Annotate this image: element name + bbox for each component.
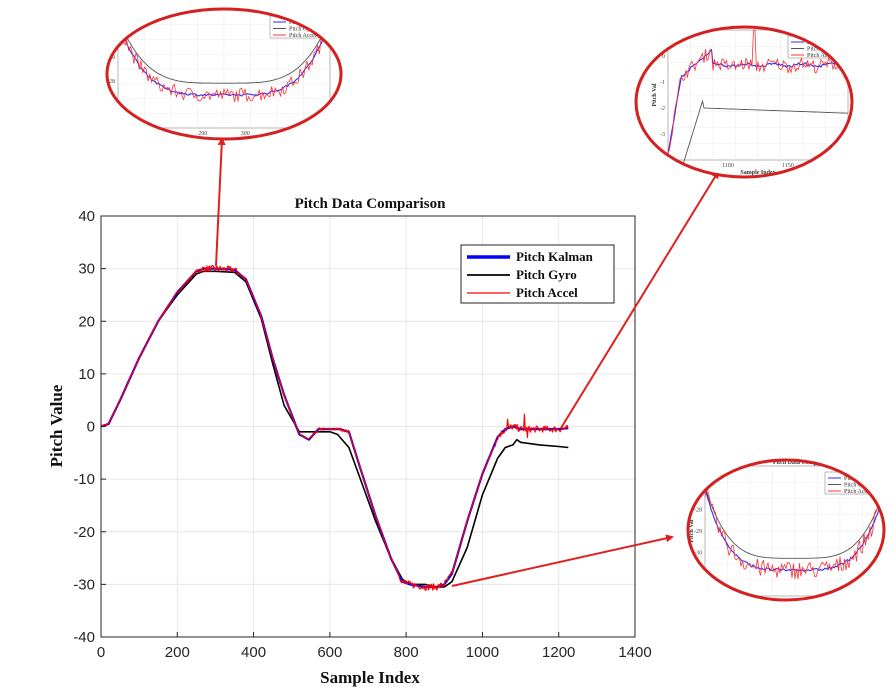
x-tick-label: 1000 xyxy=(466,644,499,661)
inset-y-tick-label: -30 xyxy=(694,551,702,557)
inset-legend-label: Pitch Accel xyxy=(807,53,835,59)
inset-y-tick-label: -27 xyxy=(694,486,702,492)
chart-title: Pitch Data Comparison xyxy=(295,196,446,212)
inset-border xyxy=(686,458,886,602)
inset-y-tick-label: -3 xyxy=(660,132,665,138)
x-tick-label: 200 xyxy=(165,644,190,661)
inset-x-tick-label: 320 xyxy=(283,131,292,137)
inset-border xyxy=(634,25,854,179)
zoom-arrows xyxy=(215,137,720,587)
y-tick-label: -10 xyxy=(73,471,95,488)
x-tick-label: 1200 xyxy=(542,644,575,661)
inset-y-tick-label: 30 xyxy=(109,32,115,38)
y-tick-label: 10 xyxy=(78,366,95,383)
inset-title: Pitch Data Comp xyxy=(773,460,818,466)
inset-border xyxy=(105,7,343,141)
axis-ticks: 0 200 400 600 800 1000 1200 1400 -40 -30 -20 -10 0 10… xyxy=(73,208,651,661)
inset-legend-label: Pitch Accel xyxy=(289,33,317,39)
inset-x-label: Sample Index xyxy=(777,606,812,612)
inset-gyro-line xyxy=(668,99,849,177)
inset-legend-label: Pitch Gyro xyxy=(844,483,870,489)
inset-y-tick-label: -29 xyxy=(694,529,702,535)
x-tick-label: 1400 xyxy=(618,644,651,661)
legend-label-pitch-accel: Pitch Accel xyxy=(516,285,578,300)
x-axis-label: Sample Index xyxy=(320,668,420,687)
x-tick-label: 600 xyxy=(317,644,342,661)
inset-kalman-line xyxy=(704,489,884,572)
inset-y-label: Pitch Val xyxy=(652,83,658,107)
pitch-accel-line xyxy=(101,264,569,591)
arrow-to-trough-inset xyxy=(451,534,674,587)
inset-y-tick-label: -1 xyxy=(660,80,665,86)
inset-x-tick-label: 290 xyxy=(198,131,207,137)
zoom-inset-trough: Pitch Data Comp Sample Index Pitch Val 800 8… xyxy=(686,458,886,612)
inset-legend-label: Pitch Accel xyxy=(844,489,872,495)
inset-x-tick-label: 860 xyxy=(821,599,830,605)
y-tick-label: 30 xyxy=(78,261,95,278)
series-lines xyxy=(101,264,569,591)
inset-legend-label: Pitch Gyro xyxy=(289,27,315,33)
y-tick-label: 0 xyxy=(87,419,95,436)
inset-y-tick-label: 28 xyxy=(109,79,115,85)
inset-y-tick-label: 27 xyxy=(109,102,115,108)
y-tick-label: -30 xyxy=(73,576,95,593)
inset-y-label: Pitch Val xyxy=(689,519,695,543)
y-tick-label: -40 xyxy=(73,629,95,646)
inset-x-tick-label: 880 xyxy=(851,599,860,605)
inset-accel-line xyxy=(704,487,884,579)
y-tick-label: 40 xyxy=(78,208,95,225)
pitch-kalman-line xyxy=(101,267,569,589)
chart-legend: Pitch Kalman Pitch Gyro Pitch Accel xyxy=(460,244,615,304)
inset-accel-line xyxy=(667,29,849,154)
pitch-gyro-line xyxy=(101,270,569,588)
x-tick-label: 0 xyxy=(97,644,105,661)
inset-accel-line xyxy=(117,14,331,103)
inset-x-tick-label: 280 xyxy=(156,131,165,137)
y-tick-label: 20 xyxy=(78,313,95,330)
arrow-to-peak-inset xyxy=(215,137,226,267)
inset-y-tick-label: -31 xyxy=(694,572,702,578)
inset-x-tick-label: 1100 xyxy=(722,163,734,169)
legend-label-pitch-gyro: Pitch Gyro xyxy=(516,267,577,282)
y-tick-label: -20 xyxy=(73,524,95,541)
inset-kalman-line xyxy=(117,20,331,97)
inset-y-tick-label: 0 xyxy=(662,54,665,60)
x-tick-label: 400 xyxy=(241,644,266,661)
inset-x-label: Sample Index xyxy=(740,170,775,176)
inset-gyro-line xyxy=(117,18,331,84)
inset-y-tick-label: -2 xyxy=(660,106,665,112)
legend-label-pitch-kalman: Pitch Kalman xyxy=(516,249,594,264)
inset-y-tick-label: -28 xyxy=(694,507,702,513)
inset-x-tick-label: 800 xyxy=(731,599,740,605)
inset-x-tick-label: 300 xyxy=(241,131,250,137)
y-axis-label: Pitch Value xyxy=(47,384,66,467)
x-tick-label: 800 xyxy=(394,644,419,661)
inset-x-tick-label: 1150 xyxy=(782,163,794,169)
inset-gyro-line xyxy=(704,486,884,559)
arrow-to-tail-inset xyxy=(560,170,720,429)
